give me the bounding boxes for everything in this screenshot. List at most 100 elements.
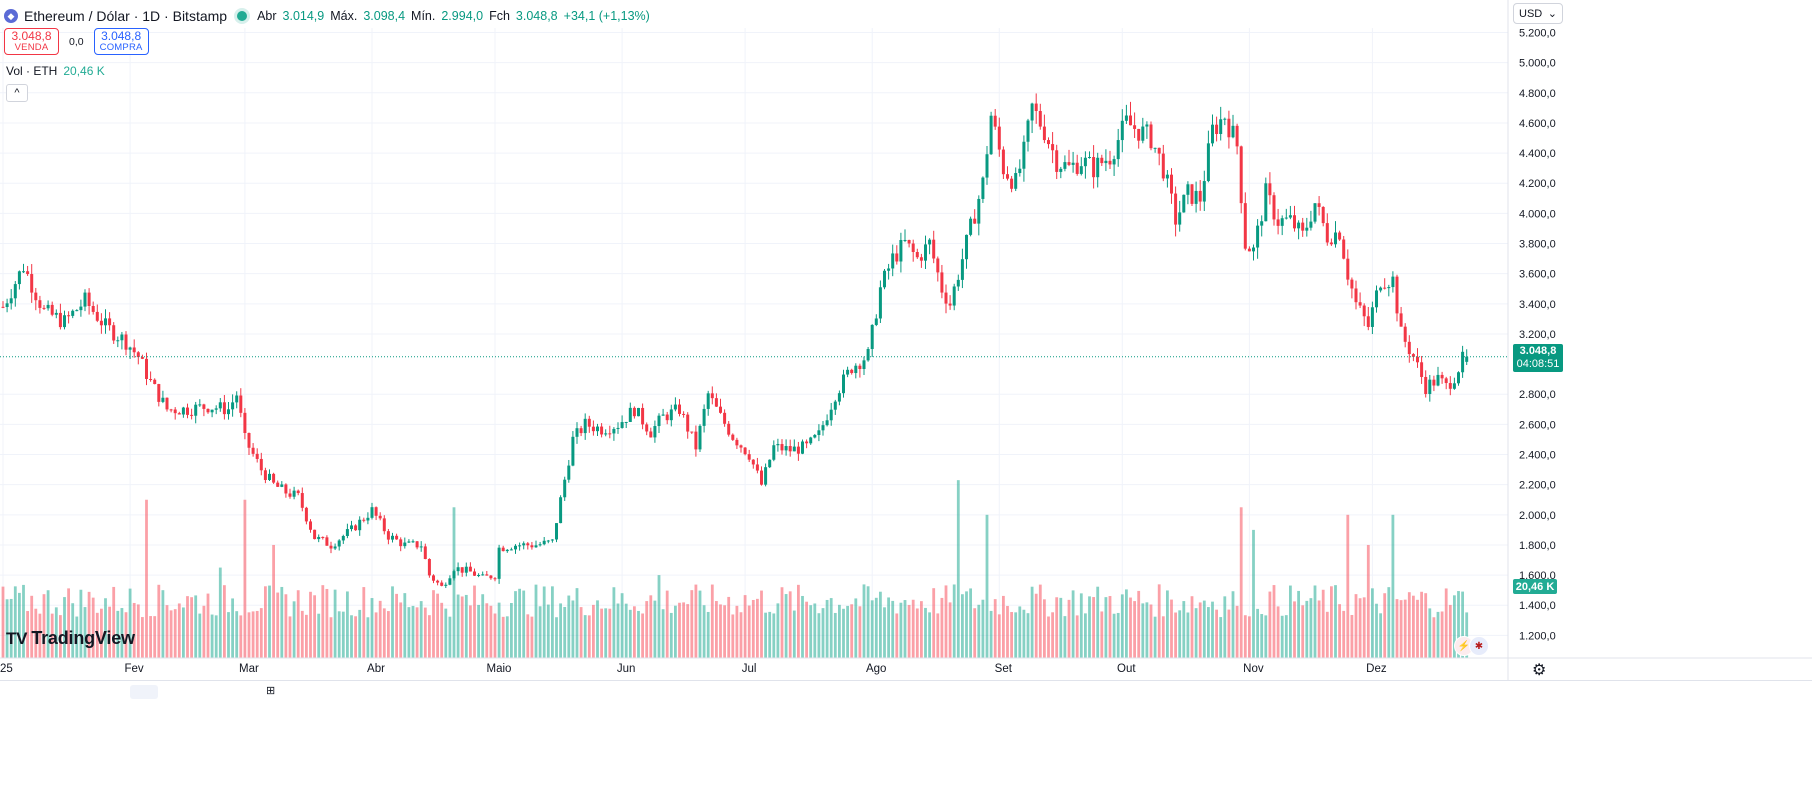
volume-bar — [854, 598, 858, 658]
volume-bar — [382, 608, 386, 658]
candle-body — [1190, 184, 1194, 204]
volume-bar — [333, 589, 337, 658]
trade-buttons: 3.048,8 VENDA 0,0 3.048,8 COMPRA — [4, 28, 149, 55]
volume-legend[interactable]: Vol · ETH 20,46 K — [6, 64, 105, 78]
volume-bar — [702, 605, 706, 658]
candle-body — [448, 578, 452, 585]
candle-body — [1309, 221, 1313, 228]
volume-bar — [764, 612, 767, 658]
volume-bar — [768, 611, 772, 658]
candle-body — [288, 493, 292, 497]
volume-bar — [1075, 615, 1079, 658]
volume-bar — [321, 585, 325, 658]
volume-bar — [407, 607, 411, 658]
candle-body — [1006, 174, 1009, 179]
volume-bar — [87, 591, 91, 658]
collapse-legend-button[interactable]: ^ — [6, 84, 28, 102]
tradingview-logo[interactable]: TV TradingView — [6, 628, 135, 648]
volume-bar — [1338, 604, 1341, 658]
candle-body — [1088, 157, 1091, 159]
candle-body — [1026, 120, 1030, 142]
candle-body — [1145, 124, 1149, 127]
candle-body — [989, 115, 993, 155]
candle-body — [1280, 218, 1284, 226]
volume-bar — [329, 617, 333, 658]
volume-bar — [288, 616, 292, 658]
volume-bar — [1239, 507, 1243, 658]
volume-bar — [715, 601, 718, 658]
candle-body — [1235, 125, 1239, 147]
candle-body — [624, 421, 628, 423]
volume-bar — [300, 610, 304, 658]
volume-bar — [79, 589, 83, 658]
settings-icon[interactable]: ⚙ — [1532, 662, 1547, 679]
candle-body — [1354, 288, 1358, 303]
y-tick-label: 2.200,0 — [1519, 480, 1556, 492]
volume-bar — [1330, 586, 1333, 658]
volume-bar — [9, 598, 13, 658]
symbol-title[interactable]: Ethereum / Dólar · 1D · Bitstamp — [24, 8, 228, 24]
volume-bar — [649, 595, 653, 658]
candle-body — [255, 453, 259, 459]
volume-bar — [1051, 612, 1054, 658]
volume-bar — [1022, 609, 1026, 658]
bottom-toolbar: ⊞ — [0, 680, 1812, 801]
candle-body — [538, 544, 542, 546]
candle-body — [645, 424, 649, 432]
volume-bar — [887, 597, 890, 658]
x-tick-label: Dez — [1366, 663, 1387, 675]
currency-select[interactable]: USD ⌄ — [1513, 3, 1563, 24]
candle-body — [550, 539, 554, 541]
y-tick-label: 3.600,0 — [1519, 269, 1556, 281]
volume-bar — [1313, 585, 1317, 658]
volume-bar — [616, 603, 620, 658]
candle-body — [555, 523, 558, 540]
y-tick-label: 1.800,0 — [1519, 540, 1556, 552]
x-tick-label: Set — [995, 663, 1013, 675]
volume-bar — [801, 595, 804, 658]
y-tick-label: 2.000,0 — [1519, 510, 1556, 522]
candle-body — [690, 431, 694, 433]
candle-body — [104, 318, 107, 326]
candle-body — [1256, 225, 1260, 248]
volume-bar — [961, 594, 964, 658]
candle-body — [1165, 174, 1169, 179]
volume-bar — [341, 611, 345, 658]
candle-body — [415, 541, 419, 548]
candle-body — [79, 306, 83, 311]
x-tick-label: Fev — [125, 663, 144, 675]
chevron-down-icon: ⌄ — [1547, 8, 1557, 20]
volume-bar — [165, 605, 169, 658]
date-range-icon[interactable]: ⊞ — [266, 685, 276, 697]
volume-bar — [1334, 585, 1337, 658]
candle-body — [653, 426, 657, 438]
price-chart[interactable]: 1.200,01.400,01.600,01.800,02.000,02.200… — [0, 0, 1812, 680]
volume-bar — [1202, 600, 1206, 658]
volume-bar — [542, 586, 546, 658]
volume-bar — [739, 612, 743, 658]
volume-bar — [510, 603, 513, 658]
volume-bar — [313, 595, 316, 658]
volume-bar — [1342, 610, 1346, 658]
volume-bar — [1272, 585, 1276, 658]
volume-bar — [1133, 601, 1136, 658]
volume-bar — [1321, 589, 1325, 658]
candle-body — [575, 428, 579, 437]
candle-body — [1231, 125, 1235, 138]
price-axis: 1.200,01.400,01.600,01.800,02.000,02.200… — [1507, 0, 1556, 680]
volume-bar — [1231, 591, 1235, 658]
us-flag-icon[interactable]: ✱ — [1469, 636, 1489, 656]
candle-body — [391, 535, 394, 540]
candle-body — [530, 545, 534, 548]
buy-button[interactable]: 3.048,8 COMPRA — [93, 28, 149, 55]
candle-body — [477, 575, 481, 577]
bottom-tab[interactable] — [130, 685, 158, 699]
candle-body — [1100, 157, 1104, 164]
candle-body — [1161, 153, 1165, 179]
sell-button[interactable]: 3.048,8 VENDA — [4, 28, 59, 55]
volume-bar — [1145, 602, 1149, 658]
candle-body — [1457, 372, 1460, 384]
candle-body — [887, 268, 891, 271]
event-markers[interactable]: ⚡ ✱ — [1454, 636, 1489, 656]
volume-bar — [1104, 597, 1108, 658]
